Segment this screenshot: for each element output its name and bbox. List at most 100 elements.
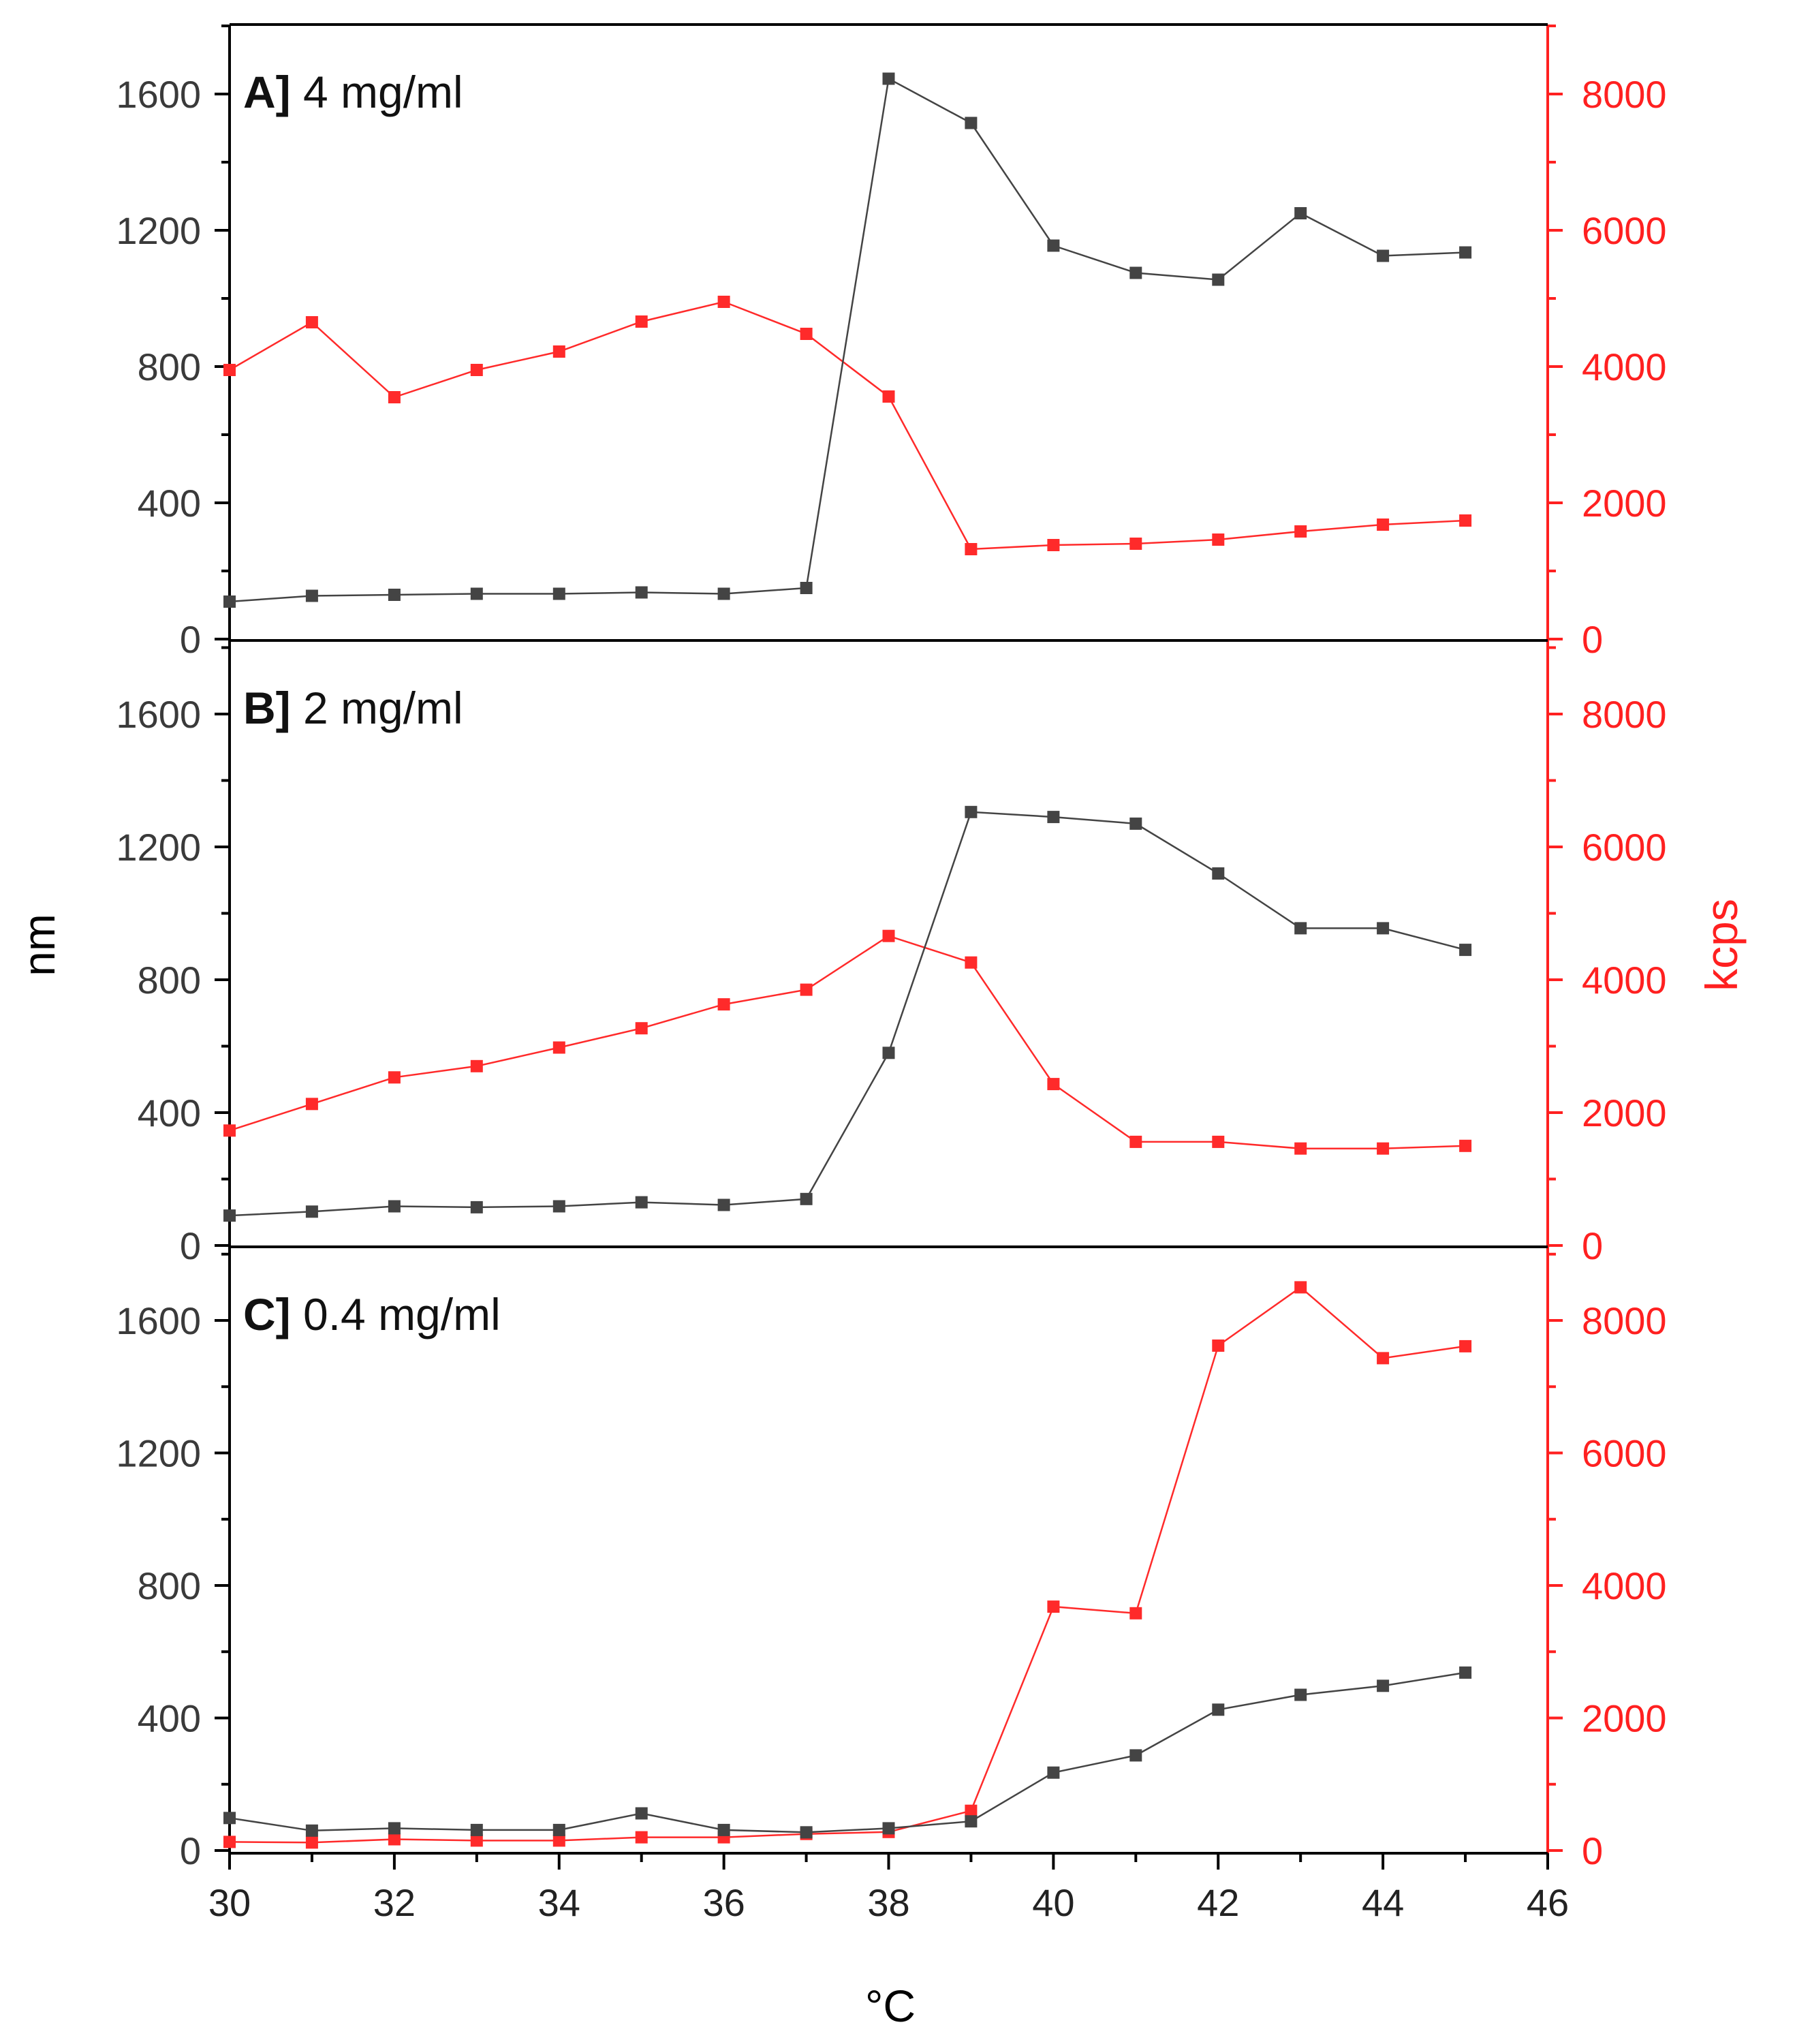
- data-point: [1129, 817, 1142, 830]
- data-point: [552, 345, 565, 358]
- panel-3: 0 400 800 1200 1600 0 2000 4000 6000 8000 30 32 34 36…: [116, 1245, 1667, 1924]
- data-point: [882, 1047, 895, 1059]
- data-point: [965, 117, 978, 129]
- right-tick-label: 6000: [1582, 826, 1667, 869]
- series-nm: [223, 72, 1472, 608]
- data-point: [388, 1822, 401, 1835]
- series-line: [229, 811, 1466, 1217]
- data-point: [552, 1823, 565, 1836]
- series-line: [229, 77, 1466, 603]
- data-point: [388, 1200, 401, 1213]
- panel-letter: B]: [243, 683, 291, 733]
- data-point: [1129, 1135, 1142, 1148]
- x-tick-label: 42: [1197, 1881, 1239, 1924]
- x-tick-label: 32: [373, 1881, 416, 1924]
- series-line: [229, 1286, 1466, 1844]
- series-nm: [223, 1666, 1472, 1839]
- left-tick-label: 0: [180, 1829, 201, 1872]
- panel-label: A] 4 mg/ml: [243, 67, 463, 117]
- data-point: [800, 582, 813, 594]
- data-point: [1294, 1142, 1307, 1155]
- data-point: [1377, 518, 1390, 531]
- left-tick-label: 800: [138, 345, 201, 388]
- panel-2: 0 400 800 1200 1600 0 2000 4000 6000 8000 B] 2 mg/…: [116, 639, 1667, 1267]
- data-point: [470, 364, 483, 376]
- series-line: [229, 1671, 1466, 1833]
- right-tick-label: 2000: [1582, 1091, 1667, 1134]
- data-point: [717, 998, 730, 1011]
- data-point: [1377, 1142, 1390, 1155]
- data-point: [388, 1071, 401, 1084]
- data-point: [800, 983, 813, 996]
- data-point: [1377, 249, 1390, 262]
- x-tick-label: 30: [208, 1881, 251, 1924]
- left-tick-label: 1600: [116, 73, 201, 116]
- right-tick-label: 6000: [1582, 1432, 1667, 1475]
- right-tick-label: 4000: [1582, 1564, 1667, 1607]
- left-tick-label: 1200: [116, 1432, 201, 1475]
- data-point: [717, 1823, 730, 1836]
- data-point: [717, 296, 730, 308]
- series-line: [229, 935, 1466, 1149]
- data-point: [470, 1823, 483, 1836]
- x-tick-label: 40: [1032, 1881, 1074, 1924]
- panel-letter: C]: [243, 1289, 291, 1340]
- data-point: [1212, 1135, 1225, 1148]
- data-point: [305, 1205, 318, 1218]
- data-point: [1459, 514, 1472, 527]
- data-point: [305, 1836, 318, 1849]
- data-point: [882, 1822, 895, 1835]
- data-point: [1377, 922, 1390, 935]
- data-point: [470, 1834, 483, 1847]
- data-point: [965, 956, 978, 969]
- data-point: [1047, 811, 1060, 824]
- data-point: [1047, 1600, 1060, 1613]
- data-point: [800, 1826, 813, 1839]
- series-nm: [223, 805, 1472, 1222]
- right-tick-label: 4000: [1582, 345, 1667, 388]
- data-point: [1129, 1749, 1142, 1762]
- data-point: [1377, 1352, 1390, 1365]
- data-point: [1459, 1666, 1472, 1679]
- panel-concentration: 2 mg/ml: [291, 683, 463, 733]
- data-point: [1459, 944, 1472, 957]
- data-point: [882, 390, 895, 403]
- right-tick-label: 0: [1582, 618, 1603, 661]
- panel-letter: A]: [243, 67, 291, 117]
- right-tick-label: 4000: [1582, 959, 1667, 1002]
- data-point: [1047, 1078, 1060, 1091]
- data-point: [552, 1041, 565, 1054]
- data-point: [635, 1807, 648, 1820]
- data-point: [965, 805, 978, 818]
- data-point: [470, 587, 483, 600]
- data-point: [388, 1833, 401, 1846]
- panel-concentration: 0.4 mg/ml: [291, 1289, 501, 1340]
- right-tick-label: 8000: [1582, 1299, 1667, 1342]
- right-tick-label: 2000: [1582, 1697, 1667, 1740]
- right-tick-label: 2000: [1582, 482, 1667, 525]
- left-tick-label: 1600: [116, 693, 201, 736]
- x-tick-label: 36: [702, 1881, 745, 1924]
- data-point: [552, 587, 565, 600]
- x-axis-title: °C: [865, 1981, 916, 2031]
- data-point: [223, 595, 236, 608]
- right-tick-label: 8000: [1582, 73, 1667, 116]
- data-point: [1377, 1679, 1390, 1692]
- right-tick-label: 0: [1582, 1829, 1603, 1872]
- right-tick-label: 8000: [1582, 693, 1667, 736]
- data-point: [1129, 538, 1142, 550]
- data-point: [552, 1834, 565, 1847]
- data-point: [965, 1815, 978, 1828]
- panel-label: B] 2 mg/ml: [243, 683, 463, 733]
- left-tick-label: 1600: [116, 1299, 201, 1342]
- left-tick-label: 400: [138, 1697, 201, 1740]
- data-point: [1459, 246, 1472, 259]
- data-point: [223, 364, 236, 376]
- data-point: [305, 316, 318, 328]
- series-kcps: [223, 1281, 1472, 1849]
- series-kcps: [223, 929, 1472, 1155]
- left-tick-label: 1200: [116, 826, 201, 869]
- data-point: [717, 1198, 730, 1211]
